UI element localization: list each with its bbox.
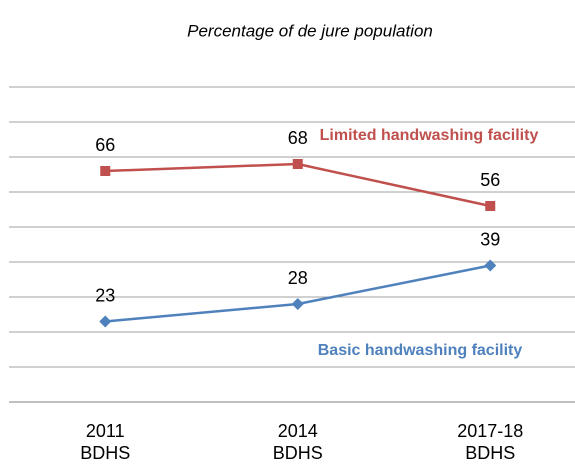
data-label: 56 [480,170,500,190]
data-label: 23 [95,285,115,305]
data-label: 39 [480,229,500,249]
series-label: Limited handwashing facility [319,127,539,144]
chart-title: Percentage of de jure population [187,21,433,40]
x-tick-label: 2014 BDHS [272,421,323,463]
data-label: 66 [95,135,115,155]
data-label: 68 [288,128,308,148]
marker [485,201,496,211]
marker [484,259,497,272]
series-line [105,162,491,208]
marker [291,298,304,310]
x-tick-label: 2011 BDHS [80,421,131,463]
marker [292,159,303,169]
data-label: 28 [288,268,308,288]
marker [100,166,111,176]
series-label: Basic handwashing facility [317,342,523,359]
x-tick-label: 2017-18 BDHS [457,421,524,463]
marker [99,315,112,328]
